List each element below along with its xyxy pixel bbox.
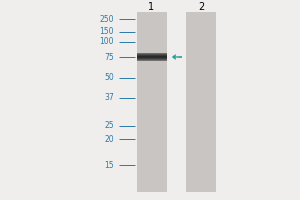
Bar — [186, 12, 216, 192]
Bar — [136, 53, 166, 54]
Text: 75: 75 — [104, 52, 114, 62]
Bar — [136, 58, 166, 59]
Text: 50: 50 — [104, 73, 114, 82]
Text: 2: 2 — [198, 2, 204, 12]
Text: 37: 37 — [104, 94, 114, 102]
Bar — [136, 56, 166, 57]
Bar — [136, 12, 166, 192]
Text: 1: 1 — [148, 2, 154, 12]
Bar — [136, 57, 166, 58]
Bar — [136, 60, 166, 61]
Bar — [136, 55, 166, 56]
Text: 15: 15 — [104, 160, 114, 170]
Bar — [136, 59, 166, 60]
Bar — [136, 54, 166, 55]
Text: 100: 100 — [100, 38, 114, 46]
Text: 250: 250 — [100, 15, 114, 23]
Text: 20: 20 — [104, 134, 114, 144]
Text: 150: 150 — [100, 27, 114, 36]
Text: 25: 25 — [104, 121, 114, 130]
